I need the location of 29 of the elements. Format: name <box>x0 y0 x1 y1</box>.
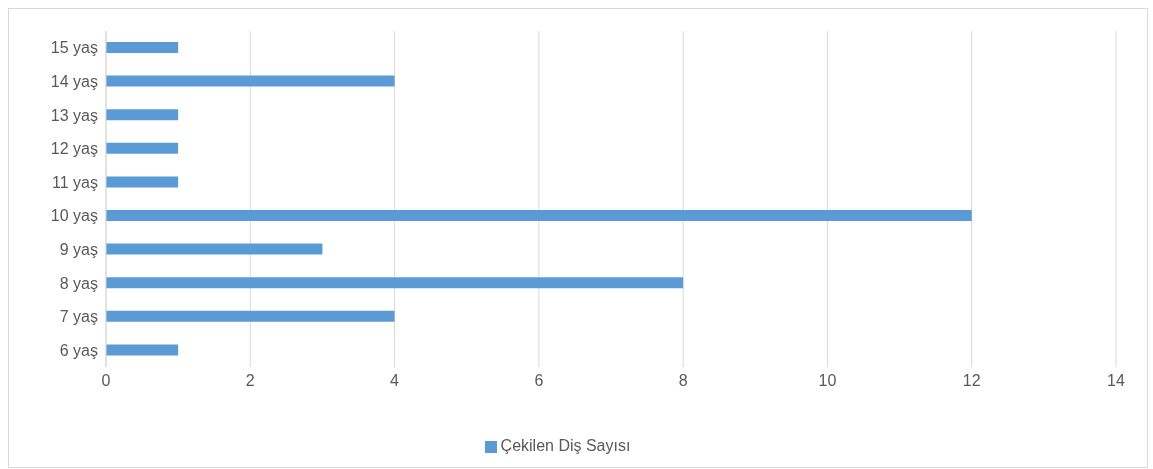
y-tick-label: 7 yaş <box>59 308 98 326</box>
y-tick-label: 15 yaş <box>50 39 98 57</box>
legend-label: Çekilen Diş Sayısı <box>500 437 631 454</box>
y-tick-label: 11 yaş <box>52 173 98 191</box>
bar <box>106 310 395 322</box>
y-tick-label: 13 yaş <box>50 106 98 124</box>
bar <box>106 75 395 87</box>
x-tick-label: 2 <box>245 372 255 390</box>
bar <box>106 344 179 356</box>
y-tick-label: 12 yaş <box>50 140 98 158</box>
bar <box>106 42 179 53</box>
bar <box>106 176 179 188</box>
bar <box>106 277 684 289</box>
y-tick-label: 14 yaş <box>50 73 98 91</box>
x-tick-label: 6 <box>534 372 544 390</box>
y-tick-label: 6 yaş <box>59 341 98 359</box>
bar <box>106 243 323 255</box>
bar <box>106 210 972 221</box>
x-tick-label: 0 <box>101 372 111 390</box>
x-tick-label: 4 <box>390 372 400 390</box>
x-tick-label: 10 <box>818 372 837 390</box>
y-tick-label: 10 yaş <box>50 207 98 225</box>
bar <box>106 109 179 121</box>
bar <box>106 142 179 154</box>
x-tick-label: 8 <box>678 372 688 390</box>
y-tick-label: 8 yaş <box>59 274 98 292</box>
x-tick-label: 14 <box>1107 372 1125 390</box>
y-tick-label: 9 yaş <box>59 241 98 259</box>
x-tick-label: 12 <box>962 372 981 390</box>
